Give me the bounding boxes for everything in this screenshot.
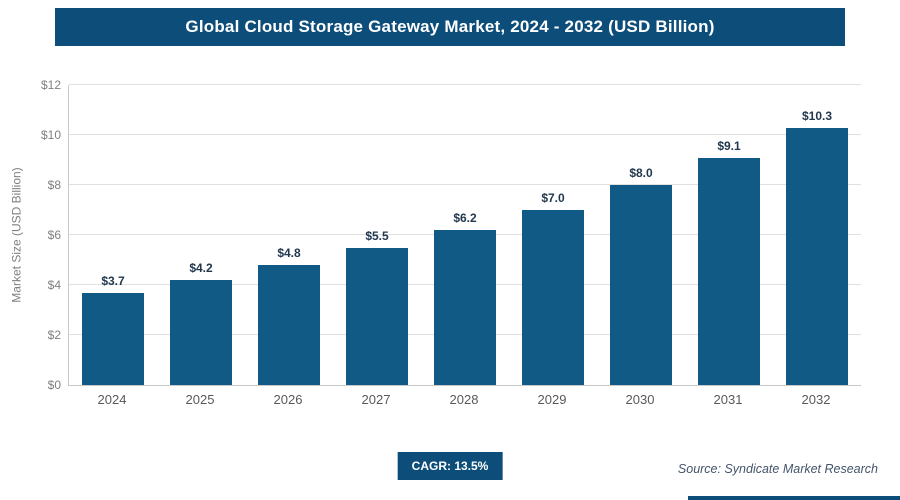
- bar: [786, 127, 848, 385]
- bar: [346, 247, 408, 385]
- source-credit: Source: Syndicate Market Research: [677, 462, 878, 476]
- gridline: [69, 134, 861, 135]
- y-tick-label: $8: [47, 178, 61, 192]
- bar: [82, 292, 144, 385]
- bar: [610, 185, 672, 385]
- y-tick-label: $0: [47, 378, 61, 392]
- x-tick-label: 2029: [537, 392, 567, 407]
- gridline: [69, 184, 861, 185]
- bar-value-label: $8.0: [629, 166, 653, 180]
- bar-value-label: $10.3: [801, 108, 833, 123]
- x-tick-label: 2026: [273, 392, 303, 407]
- y-tick-label: $12: [40, 78, 61, 92]
- bar: [170, 280, 232, 385]
- bar-value-label: $4.8: [277, 246, 301, 260]
- x-tick-label: 2025: [185, 392, 215, 407]
- gridline: [69, 84, 861, 85]
- bar: [522, 210, 584, 385]
- bar-column: $3.7: [69, 85, 157, 385]
- x-tick-label: 2028: [449, 392, 479, 407]
- bar-value-label: $5.5: [365, 228, 389, 243]
- chart-title: Global Cloud Storage Gateway Market, 202…: [185, 17, 715, 36]
- bar-column: $8.0: [597, 85, 685, 385]
- x-tick-label: 2032: [801, 392, 831, 407]
- y-tick-label: $2: [47, 328, 61, 342]
- bar-value-label: $3.7: [101, 273, 125, 288]
- bar-column: $4.8: [245, 85, 333, 385]
- plot-area: $0 $2 $4 $6 $8 $10 $12 $3.7 $4.2 $4.8 $5.5 $6.2 $7.…: [41, 78, 861, 392]
- bar-value-label: $9.1: [717, 138, 741, 153]
- x-tick-label: 2031: [713, 392, 743, 407]
- bar-value-label: $7.0: [541, 191, 565, 205]
- x-tick-label: 2027: [361, 392, 391, 407]
- bar: [434, 230, 496, 385]
- bar-column: $7.0: [509, 85, 597, 385]
- bar: [698, 157, 760, 385]
- bar: [258, 265, 320, 385]
- y-axis-title-text: Market Size (USD Billion): [10, 167, 24, 303]
- bar-column: $9.1: [685, 85, 773, 385]
- bar-value-label: $4.2: [189, 261, 213, 275]
- bar-column: $4.2: [157, 85, 245, 385]
- y-tick-label: $4: [47, 278, 61, 292]
- x-tick-label: 2024: [97, 392, 127, 407]
- x-axis-labels: 2024 2025 2026 2027 2028 2029 2030 2031 2032: [68, 392, 860, 412]
- bar-series: $3.7 $4.2 $4.8 $5.5 $6.2 $7.0 $8.0 $9.1 $10.3: [69, 85, 861, 385]
- cagr-badge: CAGR: 13.5%: [397, 452, 503, 480]
- y-tick-label: $6: [47, 228, 61, 242]
- y-tick-label: $10: [40, 128, 61, 142]
- x-tick-label: 2030: [625, 392, 655, 407]
- bar-column: $10.3: [773, 85, 861, 385]
- bar-value-label: $6.2: [453, 211, 477, 225]
- bar-column: $6.2: [421, 85, 509, 385]
- bottom-accent-strip: [688, 496, 900, 500]
- bar-column: $5.5: [333, 85, 421, 385]
- chart-title-bar: Global Cloud Storage Gateway Market, 202…: [55, 8, 845, 46]
- y-axis-title: Market Size (USD Billion): [6, 85, 28, 385]
